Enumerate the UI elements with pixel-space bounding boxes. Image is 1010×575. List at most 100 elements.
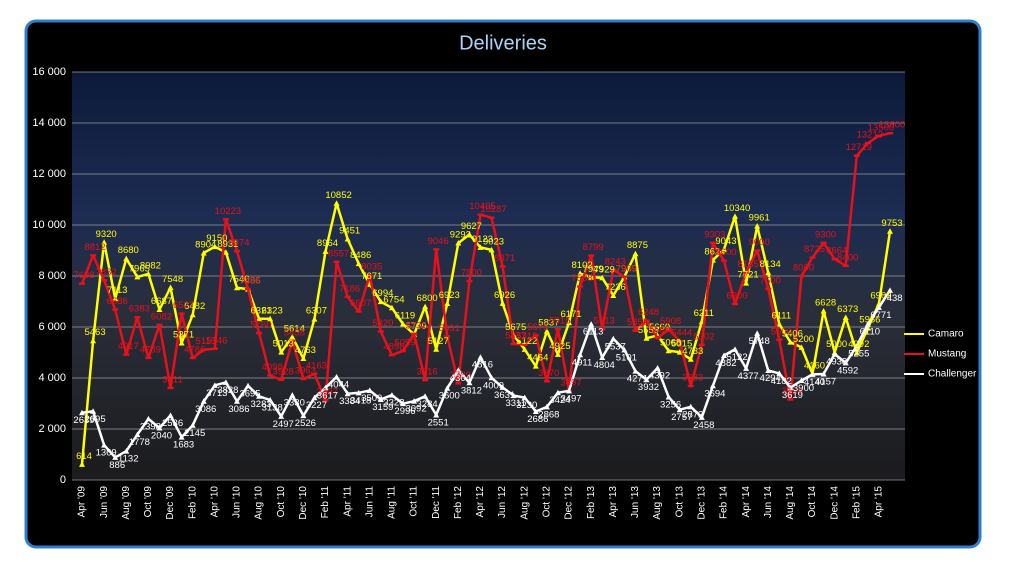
marker bbox=[820, 241, 827, 245]
marker bbox=[278, 378, 285, 382]
data-label: 1369 bbox=[96, 448, 117, 459]
marker bbox=[853, 342, 860, 349]
marker bbox=[344, 390, 351, 397]
data-label: 5820 bbox=[372, 318, 393, 329]
data-label: 5669 bbox=[649, 322, 670, 333]
y-tick-label: 8 000 bbox=[38, 270, 66, 282]
x-tick-label: Apr '14 bbox=[741, 486, 752, 518]
marker bbox=[112, 454, 119, 460]
marker bbox=[554, 351, 561, 357]
marker bbox=[178, 434, 185, 440]
data-label: 8102 bbox=[572, 260, 593, 271]
data-label: 5748 bbox=[749, 336, 770, 347]
marker bbox=[433, 248, 440, 251]
data-label: 3137 bbox=[317, 387, 338, 398]
marker bbox=[79, 282, 85, 285]
data-label: 5337 bbox=[505, 330, 526, 341]
data-label: 5908 bbox=[660, 316, 681, 327]
data-label: 8931 bbox=[217, 239, 238, 250]
marker bbox=[388, 304, 395, 311]
data-label: 6754 bbox=[383, 294, 404, 305]
data-label: 7486 bbox=[239, 276, 260, 287]
data-label: 4098 bbox=[262, 362, 283, 373]
marker bbox=[765, 287, 772, 290]
data-label: 6994 bbox=[372, 288, 393, 299]
data-label: 7671 bbox=[361, 271, 382, 282]
marker bbox=[200, 348, 207, 351]
data-label: 1683 bbox=[173, 440, 194, 451]
marker bbox=[477, 244, 484, 250]
marker bbox=[333, 200, 340, 206]
x-tick-label: Aug '11 bbox=[387, 486, 398, 519]
marker bbox=[566, 319, 573, 326]
data-label: 13213 bbox=[857, 130, 883, 141]
data-label: 6900 bbox=[726, 291, 747, 302]
marker bbox=[399, 320, 406, 327]
x-tick-label: Oct '10 bbox=[276, 486, 287, 518]
data-label: 6323 bbox=[262, 305, 283, 316]
marker bbox=[610, 335, 617, 342]
x-tick-label: Jun '12 bbox=[497, 486, 508, 518]
marker bbox=[388, 392, 395, 398]
data-label: 1132 bbox=[118, 454, 138, 465]
marker bbox=[577, 270, 584, 276]
x-tick-label: Jun '13 bbox=[630, 486, 641, 518]
marker bbox=[610, 268, 617, 272]
marker bbox=[178, 312, 185, 315]
data-label: 6628 bbox=[815, 298, 836, 309]
data-label: 5312 bbox=[516, 331, 537, 342]
marker bbox=[488, 246, 495, 253]
data-label: 3870 bbox=[538, 368, 559, 379]
data-label: 6373 bbox=[837, 304, 858, 315]
data-label: 3284 bbox=[417, 399, 438, 410]
marker bbox=[123, 255, 130, 262]
marker bbox=[444, 335, 451, 338]
data-label: 6110 bbox=[860, 327, 880, 338]
y-tick-label: 12 000 bbox=[32, 168, 66, 180]
x-tick-label: Apr '09 bbox=[77, 486, 88, 518]
marker bbox=[388, 353, 395, 357]
marker bbox=[167, 386, 174, 390]
data-label: 8135 bbox=[738, 259, 759, 270]
data-label: 4733 bbox=[682, 346, 703, 357]
marker bbox=[621, 275, 628, 278]
data-label: 4789 bbox=[140, 344, 161, 355]
legend-label: Mustang bbox=[928, 349, 966, 360]
data-label: 10852 bbox=[325, 190, 351, 201]
data-label: 5015 bbox=[671, 339, 692, 350]
marker bbox=[90, 408, 97, 414]
marker bbox=[588, 274, 595, 280]
marker bbox=[765, 269, 772, 276]
data-label: 2695 bbox=[84, 414, 105, 425]
x-tick-label: Apr '10 bbox=[209, 486, 220, 518]
marker bbox=[488, 216, 495, 219]
data-label: 10340 bbox=[724, 203, 750, 214]
x-tick-label: Jun '10 bbox=[232, 486, 243, 518]
marker bbox=[820, 370, 827, 377]
data-label: 4804 bbox=[594, 360, 615, 371]
data-label: 7800 bbox=[461, 268, 482, 279]
data-label: 8680 bbox=[118, 245, 139, 256]
marker bbox=[676, 406, 683, 413]
data-label: 2996 bbox=[394, 406, 415, 417]
data-label: 6771 bbox=[870, 310, 891, 321]
x-tick-label: Apr '11 bbox=[342, 486, 353, 517]
marker bbox=[344, 235, 351, 242]
y-tick-label: 0 bbox=[60, 474, 66, 486]
marker bbox=[311, 316, 318, 322]
data-label: 5444 bbox=[671, 328, 692, 339]
marker bbox=[521, 394, 528, 401]
x-tick-label: Apr '13 bbox=[608, 486, 619, 518]
marker bbox=[499, 384, 506, 390]
data-label: 6082 bbox=[151, 311, 172, 322]
data-label: 9451 bbox=[339, 226, 360, 237]
data-label: 3509 bbox=[361, 393, 382, 404]
y-tick-label: 2 000 bbox=[38, 423, 66, 435]
x-tick-label: Aug '10 bbox=[254, 486, 265, 520]
data-label: 5915 bbox=[549, 316, 570, 327]
marker bbox=[787, 384, 794, 391]
marker bbox=[654, 336, 661, 340]
data-label: 9300 bbox=[815, 229, 836, 240]
marker bbox=[554, 389, 561, 396]
marker bbox=[267, 374, 274, 377]
